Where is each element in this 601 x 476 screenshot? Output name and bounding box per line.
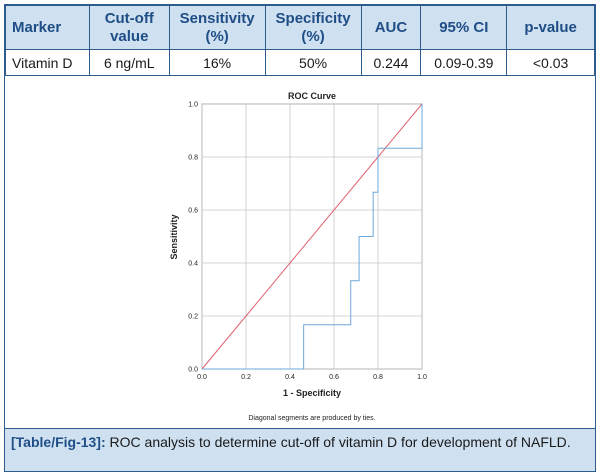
chart-title: ROC Curve	[288, 91, 336, 101]
y-tick-label: 0.8	[188, 155, 198, 162]
header-auc: AUC	[360, 5, 422, 50]
header-p-value: p-value	[506, 5, 595, 50]
header-cutoff: Cut-off value	[88, 5, 170, 50]
y-tick-label: 0.2	[188, 314, 198, 321]
table-row: Vitamin D 6 ng/mL 16% 50% 0.244 0.09-0.3…	[5, 49, 595, 76]
header-specificity: Specificity (%)	[264, 5, 362, 50]
results-table: Marker Cut-off value Sensitivity (%) Spe…	[5, 5, 595, 76]
y-tick-label: 0.4	[188, 261, 198, 268]
x-tick-label: 0.8	[373, 374, 383, 381]
tick-labels: 0.0 0.2 0.4 0.6 0.8 1.0 0.0 0.2 0.4 0.6 0.8 1.0	[188, 102, 427, 382]
figure-caption: [Table/Fig-13]: ROC analysis to determin…	[5, 428, 595, 471]
x-tick-label: 0.4	[285, 374, 295, 381]
cell-marker: Vitamin D	[5, 49, 90, 76]
y-tick-label: 1.0	[188, 102, 198, 109]
caption-label: [Table/Fig-13]:	[11, 434, 106, 450]
y-axis-label: Sensitivity	[169, 214, 179, 259]
figure-frame: Marker Cut-off value Sensitivity (%) Spe…	[4, 4, 596, 472]
header-marker: Marker	[5, 5, 90, 50]
y-tick-label: 0.0	[188, 367, 198, 374]
y-tick-label: 0.6	[188, 208, 198, 215]
roc-chart: 0.0 0.2 0.4 0.6 0.8 1.0 0.0 0.2 0.4 0.6 0.8 1.0 ROC…	[169, 91, 427, 422]
x-tick-label: 0.6	[329, 374, 339, 381]
cell-auc: 0.244	[360, 49, 422, 76]
series-lines	[201, 103, 423, 370]
table-header-row: Marker Cut-off value Sensitivity (%) Spe…	[5, 5, 595, 50]
x-tick-label: 1.0	[417, 374, 427, 381]
cell-p-value: <0.03	[506, 49, 595, 76]
header-ci: 95% CI	[420, 5, 508, 50]
roc-curve-line	[202, 104, 423, 370]
x-axis-label: 1 - Specificity	[283, 388, 341, 398]
chart-note: Diagonal segments are produced by ties.	[248, 415, 375, 422]
cell-sensitivity: 16%	[168, 49, 266, 76]
x-tick-label: 0.0	[197, 374, 207, 381]
cell-ci: 0.09-0.39	[420, 49, 508, 76]
cell-cutoff: 6 ng/mL	[88, 49, 170, 76]
x-tick-label: 0.2	[241, 374, 251, 381]
caption-text: ROC analysis to determine cut-off of vit…	[105, 434, 571, 450]
grid-lines	[201, 103, 423, 370]
chart-area: 0.0 0.2 0.4 0.6 0.8 1.0 0.0 0.2 0.4 0.6 0.8 1.0 ROC…	[5, 89, 595, 427]
cell-specificity: 50%	[264, 49, 362, 76]
header-sensitivity: Sensitivity (%)	[168, 5, 266, 50]
